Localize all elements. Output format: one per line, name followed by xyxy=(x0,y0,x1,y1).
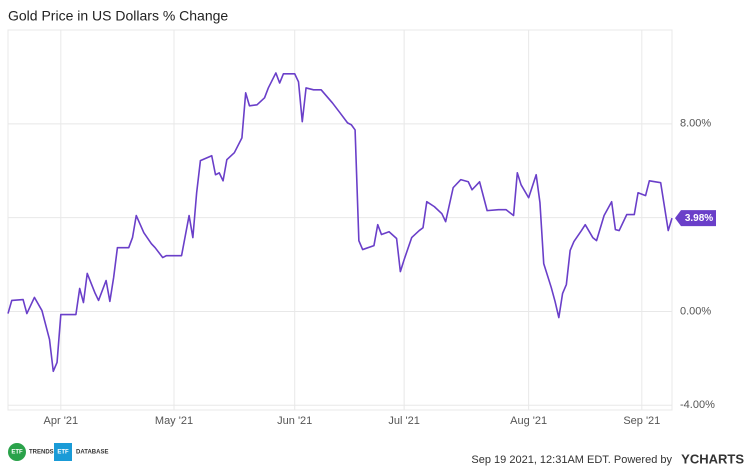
logo-badge xyxy=(54,443,72,461)
y-tick-label: 8.00% xyxy=(680,118,711,130)
x-tick-label: Jun '21 xyxy=(277,415,312,427)
end-label: 3.98% xyxy=(675,210,716,227)
logo-badge-text: ETF xyxy=(57,450,69,456)
x-tick-label: May '21 xyxy=(155,415,193,427)
logo-text: DATABASE xyxy=(76,450,108,456)
footer-logos: ETF TRENDS ETF DATABASE xyxy=(8,443,108,461)
logo-badge-text: ETF xyxy=(11,450,23,456)
y-tick-label: -4.00% xyxy=(680,399,715,411)
x-tick-label: Jul '21 xyxy=(388,415,419,427)
x-tick-label: Apr '21 xyxy=(44,415,79,427)
end-label-text: 3.98% xyxy=(685,213,713,224)
line xyxy=(7,72,673,373)
logo-badge xyxy=(8,443,26,461)
chart-title: Gold Price in US Dollars % Change xyxy=(8,8,228,24)
x-tick-label: Sep '21 xyxy=(623,415,660,427)
x-tick-label: Aug '21 xyxy=(510,415,547,427)
plot-frame xyxy=(7,29,673,411)
logo-text: TRENDS xyxy=(29,450,54,456)
footer-timestamp: Sep 19 2021, 12:31AM EDT. Powered by xyxy=(471,454,672,466)
y-tick-label: 0.00% xyxy=(680,305,711,317)
footer-brand: YCHARTS xyxy=(681,451,744,466)
end-label-box xyxy=(675,210,716,227)
